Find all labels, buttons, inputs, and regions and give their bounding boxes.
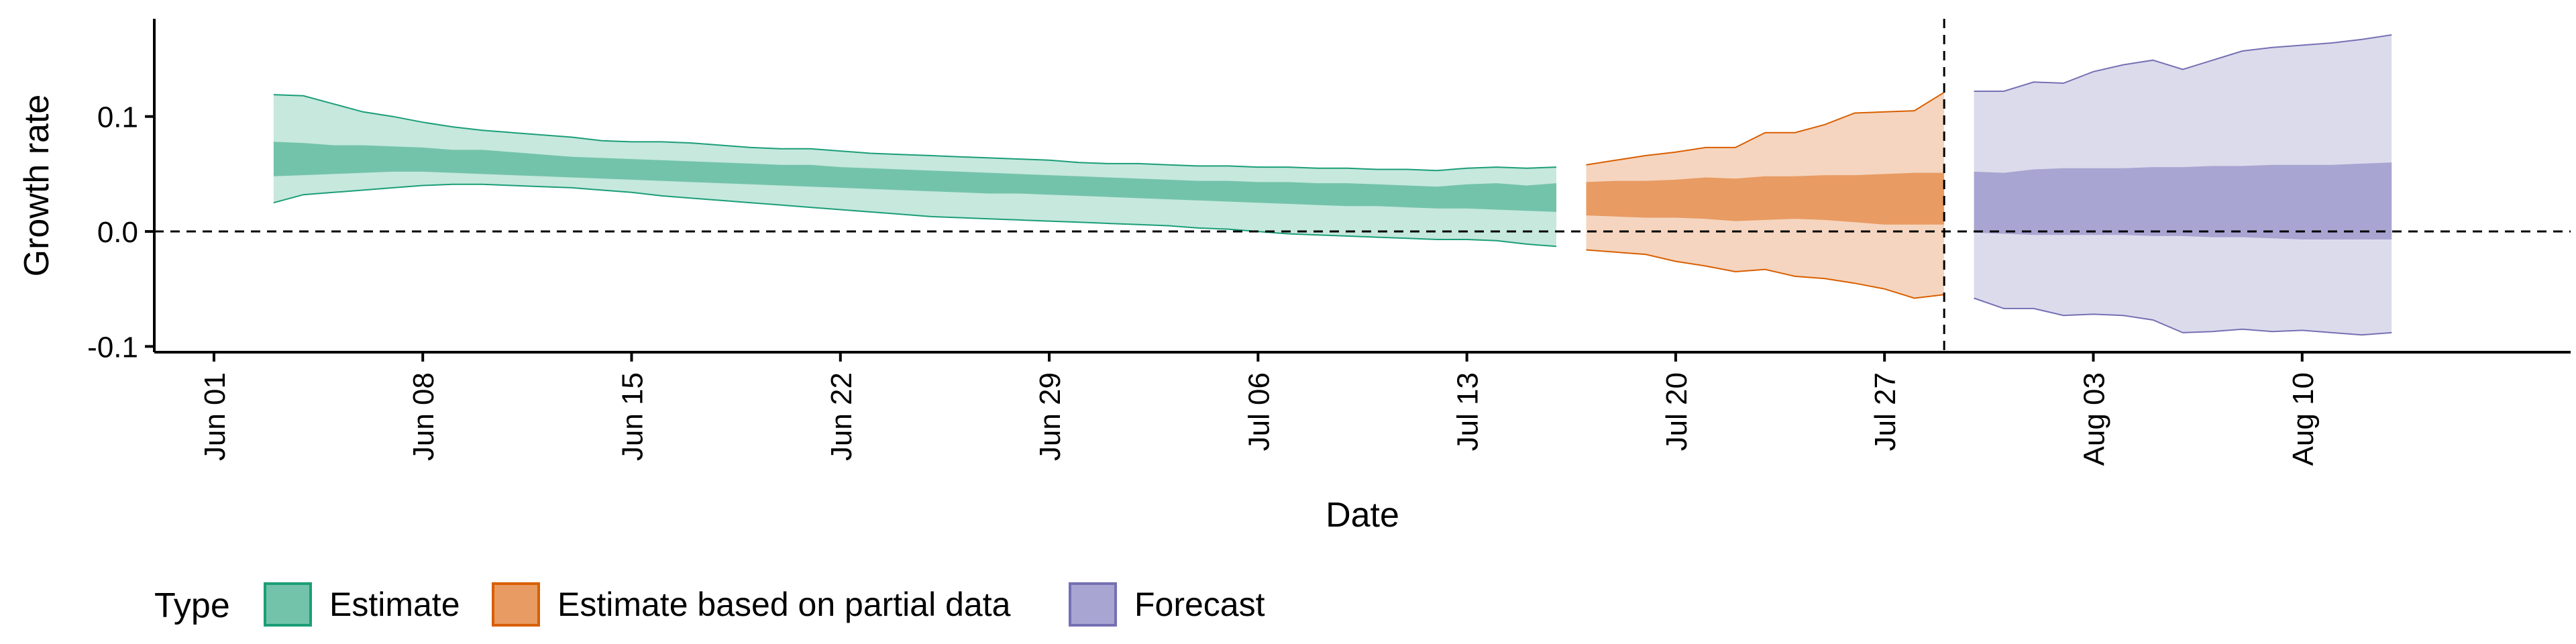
legend-key-estimate-based-on-partial-data [492,582,540,627]
legend: Type Estimate Estimate based on partial d… [154,582,1265,627]
y-axis-label: Growth rate [17,95,56,277]
y-tick-label: 0.1 [97,101,138,134]
legend-label-estimate: Estimate [329,586,460,623]
x-tick-label: Jun 15 [616,372,649,461]
y-tick-label: 0.0 [97,216,138,249]
forecast-inner-band [1974,162,2392,239]
x-tick-label: Jul 20 [1660,372,1693,451]
x-tick-label: Jul 06 [1242,372,1275,451]
x-tick-label: Jul 13 [1452,372,1485,451]
estimate-outer-upper-edge [273,94,1557,172]
x-tick-label: Aug 10 [2287,372,2320,466]
y-tick-label: -0.1 [87,331,138,364]
estimate-outer-lower-edge [273,183,1557,248]
estimate-based-on-partial-data-outer-lower-edge [1586,249,1945,299]
x-tick-label: Jun 29 [1034,372,1067,461]
x-tick-label: Jul 27 [1869,372,1902,451]
legend-key-forecast [1069,582,1117,627]
plot-bands [273,34,2392,336]
estimate-based-on-partial-data-inner-band [1586,172,1945,225]
forecast-outer-lower-edge [1974,297,2392,336]
axes: -0.1 0.0 0.1 Jun 01 Jun 08 Jun 15 Jun 22 Jun 29… [87,19,2571,466]
x-tick-label: Aug 03 [2078,372,2110,466]
estimate-inner-band [273,142,1556,212]
estimate-based-on-partial-data-outer-upper-edge [1586,91,1945,166]
forecast-outer-upper-edge [1974,34,2392,92]
legend-title: Type [154,586,230,625]
legend-key-estimate [264,582,312,627]
x-tick-label: Jun 08 [407,372,440,461]
legend-label-estimate-based-on-partial-data: Estimate based on partial data [557,586,1011,623]
x-tick-label: Jun 01 [199,372,231,461]
legend-label-forecast: Forecast [1134,586,1265,623]
x-axis-label: Date [1326,496,1399,535]
x-tick-label: Jun 22 [825,372,858,461]
